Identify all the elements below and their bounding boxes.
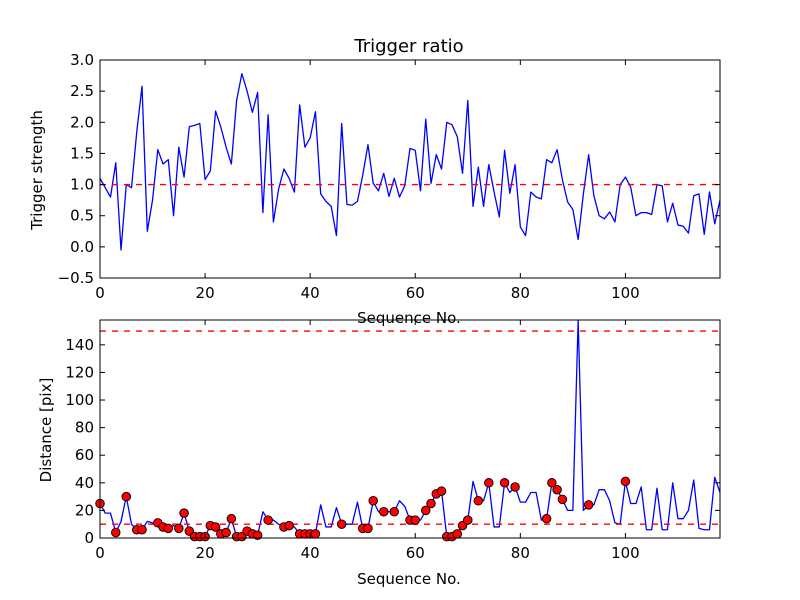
top-y-tick-label: 1.5 xyxy=(70,144,94,162)
top-x-tick-label: 20 xyxy=(196,284,215,302)
top-x-tick-label: 100 xyxy=(611,284,640,302)
bottom-marker-point xyxy=(363,523,373,534)
bottom-marker-point xyxy=(583,500,594,510)
bottom-marker-point xyxy=(436,486,447,496)
bottom-marker-point xyxy=(389,507,399,517)
top-plot-area xyxy=(100,73,720,251)
bottom-marker-point xyxy=(252,530,263,540)
top-y-tick-label: 2.5 xyxy=(70,82,94,100)
bottom-marker-point xyxy=(221,527,231,538)
top-y-tick-label: 3.0 xyxy=(70,51,94,69)
bottom-marker-point xyxy=(552,484,562,495)
top-y-tick-label: 0.0 xyxy=(70,238,94,256)
bottom-y-tick-label: 140 xyxy=(65,336,94,354)
top-x-tick-label: 60 xyxy=(406,284,425,302)
top-y-tick-label: 0.5 xyxy=(70,207,94,225)
bottom-marker-point xyxy=(137,524,147,535)
bottom-marker-point xyxy=(263,515,273,525)
bottom-marker-point xyxy=(410,515,421,525)
top-y-tick-label: −0.5 xyxy=(58,269,94,287)
bottom-marker-point xyxy=(179,508,189,518)
top-x-axis-label: Sequence No. xyxy=(357,309,461,327)
bottom-marker-point xyxy=(541,513,552,524)
bottom-marker-point xyxy=(452,529,463,539)
top-chart-title: Trigger ratio xyxy=(353,36,463,57)
bottom-marker-point xyxy=(368,495,378,506)
top-x-tick-label: 40 xyxy=(301,284,320,302)
bottom-marker-point xyxy=(121,491,132,502)
bottom-marker-point xyxy=(463,515,473,525)
top-series-line xyxy=(100,73,720,251)
bottom-y-tick-label: 40 xyxy=(75,474,94,492)
bottom-x-tick-label: 40 xyxy=(301,544,320,562)
bottom-x-tick-label: 0 xyxy=(95,544,105,562)
bottom-marker-point xyxy=(111,527,121,538)
top-chart: 0 20 40 60 80 100 −0.5 0.0 0.5 1.0 1.5 2.0 2.5 3.0 xyxy=(58,51,721,302)
bottom-marker-point xyxy=(620,476,631,487)
bottom-axes-frame xyxy=(99,319,721,539)
bottom-x-axis-label: Sequence No. xyxy=(357,570,461,588)
bottom-marker-point xyxy=(547,478,557,488)
bottom-marker-point xyxy=(336,519,347,529)
bottom-y-tick-label: 20 xyxy=(75,501,94,519)
bottom-y-tick-label: 80 xyxy=(75,419,94,437)
bottom-y-tick-label: 60 xyxy=(75,446,94,464)
top-y-tick-label: 1.0 xyxy=(70,176,94,194)
bottom-x-tick-label: 20 xyxy=(196,544,215,562)
bottom-marker-point xyxy=(473,495,484,506)
bottom-y-axis-label: Distance [pix] xyxy=(37,378,55,483)
bottom-chart: 0 20 40 60 80 100 0 20 40 60 80 100 120 140 xyxy=(65,319,721,562)
bottom-y-tick-label: 100 xyxy=(65,391,94,409)
bottom-marker-point xyxy=(378,507,389,517)
bottom-marker-point xyxy=(499,478,510,488)
bottom-marker-point xyxy=(284,520,294,531)
bottom-marker-point xyxy=(421,505,431,516)
bottom-x-tick-label: 60 xyxy=(406,544,425,562)
bottom-marker-point xyxy=(510,482,520,492)
top-y-axis-label: Trigger strength xyxy=(28,110,46,231)
bottom-marker-point xyxy=(310,529,321,539)
top-axes-frame xyxy=(99,59,721,279)
top-x-tick-label: 80 xyxy=(511,284,530,302)
bottom-marker-point xyxy=(174,523,184,534)
bottom-marker-point xyxy=(557,494,568,505)
bottom-marker-point xyxy=(426,498,436,509)
bottom-x-tick-label: 100 xyxy=(611,544,640,562)
bottom-marker-point xyxy=(484,478,494,488)
bottom-marker-point xyxy=(210,522,221,532)
top-y-tick-label: 2.0 xyxy=(70,113,94,131)
bottom-y-tick-label: 0 xyxy=(84,529,94,547)
top-x-tick-label: 0 xyxy=(95,284,105,302)
bottom-x-tick-label: 80 xyxy=(511,544,530,562)
bottom-marker-point xyxy=(226,513,237,524)
bottom-marker-point xyxy=(163,523,174,534)
bottom-y-tick-label: 120 xyxy=(65,363,94,381)
